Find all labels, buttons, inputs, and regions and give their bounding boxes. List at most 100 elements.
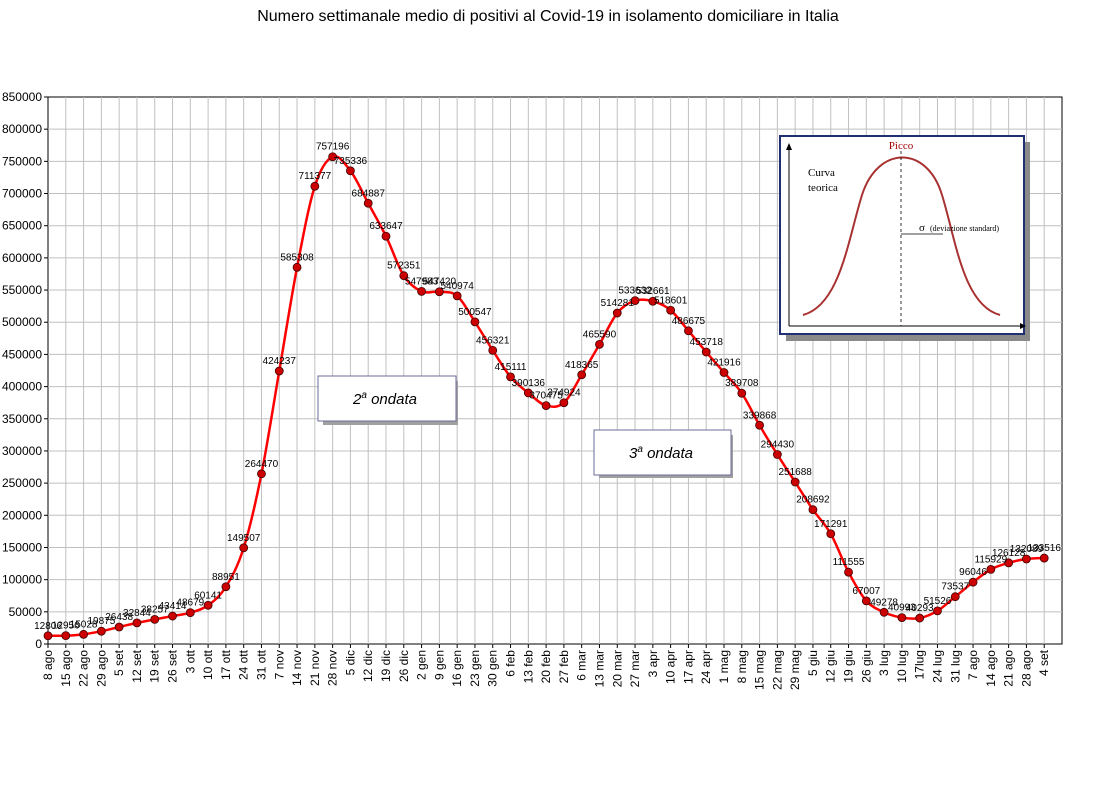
y-tick-label: 250000 xyxy=(2,476,42,490)
data-point xyxy=(950,592,960,602)
data-point xyxy=(630,296,640,305)
inset-curve-label-1: Curva xyxy=(808,167,835,179)
data-label: 735336 xyxy=(334,156,368,167)
x-tick-label: 20 feb xyxy=(539,650,553,684)
x-tick-label: 3 apr xyxy=(646,650,660,677)
data-label: 126128 xyxy=(992,548,1026,559)
inset-sigma-symbol: σ xyxy=(919,222,925,234)
data-point xyxy=(239,543,249,553)
x-tick-label: 10 apr xyxy=(664,650,678,684)
data-point xyxy=(43,631,53,641)
data-point xyxy=(132,618,142,628)
data-label: 115929 xyxy=(975,554,1008,565)
data-point xyxy=(221,582,231,592)
data-point xyxy=(434,287,444,297)
data-label: 532661 xyxy=(636,286,670,297)
data-point xyxy=(1022,554,1031,564)
data-point xyxy=(61,631,71,641)
data-label: 88951 xyxy=(212,572,240,583)
wave3-annotation: 3a ondata xyxy=(593,429,733,478)
data-point xyxy=(203,600,213,610)
data-label: 208692 xyxy=(796,495,830,506)
data-point xyxy=(168,611,177,621)
data-point xyxy=(257,469,266,479)
data-label: 418365 xyxy=(565,360,599,371)
data-point xyxy=(1039,553,1049,563)
data-point xyxy=(701,347,711,357)
data-point xyxy=(452,291,462,301)
data-point xyxy=(150,614,160,624)
x-tick-label: 13 mar xyxy=(592,650,606,687)
x-tick-label: 3 ott xyxy=(183,649,197,673)
data-label: 133516 xyxy=(1028,543,1062,554)
x-tick-label: 27 feb xyxy=(557,650,571,684)
x-tick-label: 28 nov xyxy=(326,650,340,686)
y-tick-label: 450000 xyxy=(2,347,42,361)
y-tick-label: 300000 xyxy=(2,444,42,458)
x-tick-label: 26 set xyxy=(166,649,180,682)
x-tick-label: 30 gen xyxy=(486,650,500,687)
wave2-box xyxy=(317,375,457,422)
data-point xyxy=(986,564,996,574)
x-tick-label: 7 ago xyxy=(966,650,980,680)
x-tick-label: 15 ago xyxy=(59,650,73,687)
data-label: 711377 xyxy=(299,171,332,182)
data-point xyxy=(577,370,587,380)
x-tick-label: 13 feb xyxy=(521,650,535,684)
data-label: 294430 xyxy=(761,440,795,451)
y-tick-label: 100000 xyxy=(2,573,42,587)
data-label: 684887 xyxy=(352,188,386,199)
data-point xyxy=(737,388,747,398)
x-tick-label: 21 nov xyxy=(308,650,322,686)
data-label: 73537 xyxy=(941,582,969,593)
x-tick-label: 26 dic xyxy=(397,650,411,682)
y-tick-label: 400000 xyxy=(2,380,42,394)
data-point xyxy=(79,629,88,639)
data-point xyxy=(808,505,818,515)
x-tick-label: 8 ago xyxy=(41,650,55,680)
x-tick-label: 23 gen xyxy=(468,650,482,687)
data-label: 339868 xyxy=(743,410,777,421)
data-point xyxy=(968,577,978,587)
x-tick-label: 6 feb xyxy=(504,650,518,677)
x-tick-label: 7 nov xyxy=(272,650,286,679)
y-tick-label: 700000 xyxy=(2,187,42,201)
x-tick-label: 29 ago xyxy=(94,650,108,687)
inset-peak-label: Picco xyxy=(889,140,914,152)
x-tick-label: 6 mar xyxy=(575,650,589,681)
x-tick-label: 12 giu xyxy=(824,650,838,683)
data-point xyxy=(666,305,676,315)
data-label: 547420 xyxy=(423,277,457,288)
y-tick-label: 150000 xyxy=(2,540,42,554)
data-point xyxy=(755,420,764,430)
data-label: 757196 xyxy=(316,142,350,153)
data-point xyxy=(1004,558,1014,568)
data-label: 572351 xyxy=(387,261,421,272)
data-label: 486675 xyxy=(672,316,706,327)
x-tick-label: 17lug xyxy=(913,650,927,679)
wave3-box xyxy=(593,429,732,476)
data-point xyxy=(879,607,889,617)
inset-x-arrow xyxy=(1020,323,1026,329)
data-point xyxy=(96,626,106,636)
y-tick-label: 650000 xyxy=(2,219,42,233)
inset-y-arrow xyxy=(786,143,792,150)
data-point xyxy=(790,477,800,487)
data-label: 49278 xyxy=(870,597,898,608)
data-label: 264470 xyxy=(245,459,279,470)
data-label: 15028 xyxy=(70,619,98,630)
x-tick-label: 1 mag xyxy=(717,650,731,683)
x-tick-label: 24 lug xyxy=(930,650,944,683)
x-tick-label: 16 gen xyxy=(450,650,464,687)
x-tick-label: 22 mag xyxy=(770,650,784,690)
y-axis: 0 50000 100000 150000 200000 250000 300000 3500… xyxy=(2,90,48,651)
inset-bell-curve xyxy=(802,156,1001,316)
data-label: 518601 xyxy=(654,295,688,306)
data-label: 374924 xyxy=(547,388,581,399)
x-tick-label: 2 gen xyxy=(415,650,429,680)
data-point xyxy=(826,529,836,539)
data-label: 465590 xyxy=(583,329,617,340)
data-point xyxy=(772,450,782,459)
x-tick-label: 4 set xyxy=(1037,649,1051,676)
